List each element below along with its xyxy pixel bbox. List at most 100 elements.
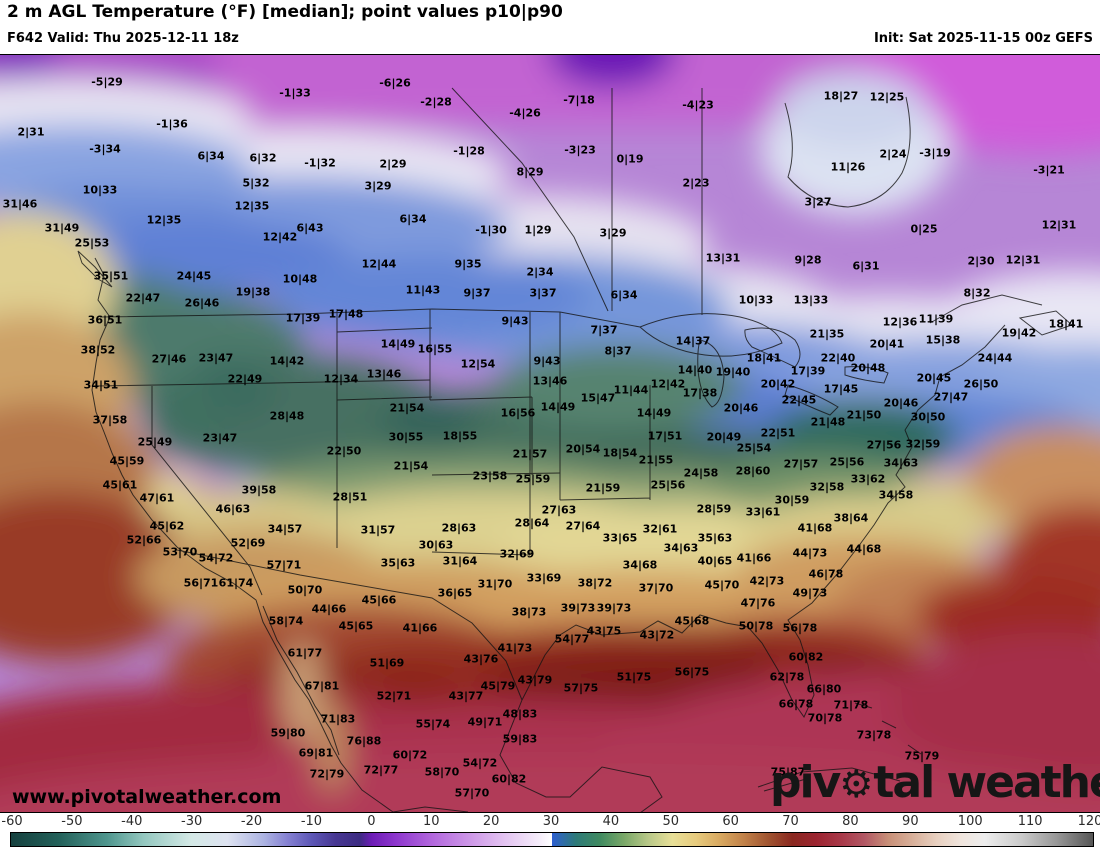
point-value: 2|29 (379, 157, 407, 171)
colorbar-tick: 60 (722, 814, 739, 829)
point-value: 21|55 (638, 453, 674, 467)
point-value: 57|75 (563, 681, 599, 695)
point-value: 3|37 (529, 286, 557, 300)
point-value: 12|31 (1041, 218, 1077, 232)
point-value: 27|56 (866, 438, 902, 452)
colorbar-tick: 100 (957, 814, 983, 829)
point-value: 17|39 (790, 364, 826, 378)
point-value: 12|42 (650, 377, 686, 391)
point-value: 38|52 (80, 343, 116, 357)
point-value: 66|78 (778, 697, 814, 711)
point-value: 6|34 (399, 212, 427, 226)
point-value: 72|77 (363, 763, 399, 777)
colorbar-tick: -60 (1, 814, 23, 829)
point-value: 41|66 (402, 621, 438, 635)
point-value: 1|29 (524, 223, 552, 237)
point-value: 55|74 (415, 717, 451, 731)
point-value: 11|39 (918, 312, 954, 326)
point-value: 61|74 (218, 576, 254, 590)
point-value: -3|34 (89, 142, 121, 156)
point-value: 67|81 (304, 679, 340, 693)
point-value: 19|38 (235, 285, 271, 299)
point-value: 54|72 (198, 551, 234, 565)
point-value: 44|66 (311, 602, 347, 616)
point-value: 43|79 (517, 673, 553, 687)
point-value: 28|63 (441, 521, 477, 535)
point-value: 45|65 (338, 619, 374, 633)
colorbar-tick: -30 (181, 814, 203, 829)
point-value: 59|83 (502, 732, 538, 746)
point-value: 49|71 (467, 715, 503, 729)
point-value: 23|47 (198, 351, 234, 365)
point-value: 59|80 (270, 726, 306, 740)
point-value: 9|35 (454, 257, 482, 271)
point-value: -5|29 (91, 75, 123, 89)
point-value: 10|48 (282, 272, 318, 286)
point-value: 23|58 (472, 469, 508, 483)
point-value: 41|68 (797, 521, 833, 535)
colorbar-tick: 50 (662, 814, 680, 829)
point-value: 53|70 (162, 545, 198, 559)
point-value: 17|45 (823, 382, 859, 396)
point-value: 17|38 (682, 386, 718, 400)
point-value: 30|50 (910, 410, 946, 424)
point-value: -7|18 (563, 93, 595, 107)
point-value: -4|23 (682, 98, 714, 112)
point-value: 21|54 (389, 401, 425, 415)
point-value: 10|33 (738, 293, 774, 307)
point-value: 51|75 (616, 670, 652, 684)
point-value: 26|46 (184, 296, 220, 310)
point-value: 6|43 (296, 221, 324, 235)
point-value: 32|58 (809, 480, 845, 494)
valid-time: F642 Valid: Thu 2025-12-11 18z (7, 31, 239, 46)
point-value: 33|69 (526, 571, 562, 585)
point-value: 21|35 (809, 327, 845, 341)
colorbar-tick: 30 (542, 814, 560, 829)
point-value: 14|49 (540, 400, 576, 414)
point-value: 12|35 (146, 213, 182, 227)
point-value: 21|48 (810, 415, 846, 429)
colorbar-tick: 20 (482, 814, 500, 829)
watermark-brand: piv⚙tal weather (770, 757, 1100, 808)
point-value: 73|78 (856, 728, 892, 742)
point-value: 76|88 (346, 734, 382, 748)
point-value: -1|30 (475, 223, 507, 237)
point-value: 38|64 (833, 511, 869, 525)
point-value: 25|54 (736, 441, 772, 455)
point-value: 25|53 (74, 236, 110, 250)
point-value: 28|64 (514, 516, 550, 530)
point-value: 13|31 (705, 251, 741, 265)
point-value: 25|56 (650, 478, 686, 492)
colorbar-tick: 90 (902, 814, 919, 829)
point-value: 7|37 (590, 323, 618, 337)
point-value: 34|63 (883, 456, 919, 470)
point-value: 0|25 (910, 222, 938, 236)
point-value: 25|49 (137, 435, 173, 449)
point-value: 34|57 (267, 522, 303, 536)
point-value: 43|77 (448, 689, 484, 703)
point-value: 9|43 (501, 314, 529, 328)
point-value: 20|48 (850, 361, 886, 375)
point-value: 62|78 (769, 670, 805, 684)
point-value: 6|34 (610, 288, 638, 302)
point-value: 35|63 (697, 531, 733, 545)
point-value: 24|45 (176, 269, 212, 283)
point-value: 50|70 (287, 583, 323, 597)
point-value: 12|34 (323, 372, 359, 386)
point-value: 18|27 (823, 89, 859, 103)
colorbar-tick: -40 (121, 814, 143, 829)
point-value: 12|36 (882, 315, 918, 329)
point-value: 9|43 (533, 354, 561, 368)
point-value: 36|51 (87, 313, 123, 327)
point-value: 44|73 (792, 546, 828, 560)
point-value: 13|46 (366, 367, 402, 381)
point-value: 41|66 (736, 551, 772, 565)
point-value: 18|55 (442, 429, 478, 443)
point-value: 11|44 (613, 383, 649, 397)
point-value: 22|50 (326, 444, 362, 458)
point-value: 43|76 (463, 652, 499, 666)
point-value: 13|33 (793, 293, 829, 307)
point-value: 18|41 (1048, 317, 1084, 331)
point-value: 11|43 (405, 283, 441, 297)
point-value: 5|32 (242, 176, 270, 190)
